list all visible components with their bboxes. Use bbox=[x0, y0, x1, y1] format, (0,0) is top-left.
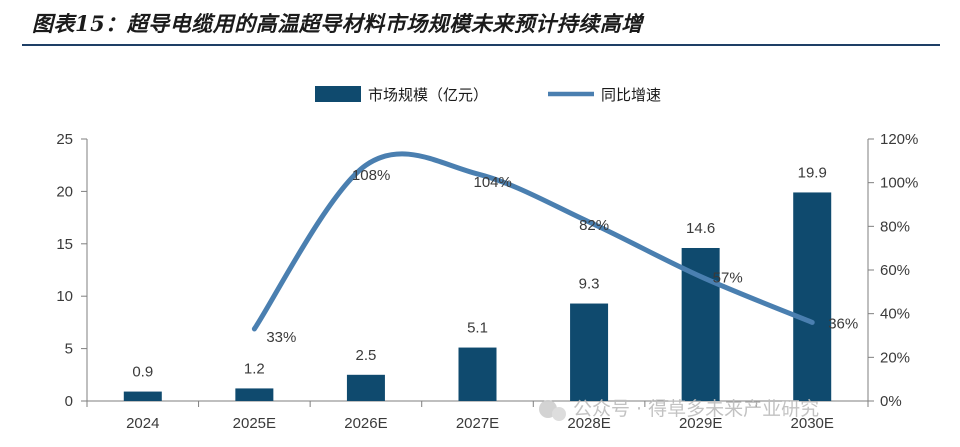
watermark-text: 公众号 · 得草多未来产业研究 bbox=[573, 398, 819, 420]
y-left-tick-label: 0 bbox=[65, 393, 73, 410]
line-value-label: 57% bbox=[713, 270, 743, 287]
y-right-tick-label: 0% bbox=[880, 393, 902, 410]
y-left-tick-label: 15 bbox=[56, 236, 73, 253]
bar bbox=[570, 303, 609, 401]
growth-line bbox=[251, 151, 815, 332]
legend-bar-label: 市场规模（亿元） bbox=[368, 86, 488, 104]
y-left-tick-label: 20 bbox=[56, 183, 73, 200]
wechat-icon-bubble bbox=[552, 407, 566, 421]
y-axis-right-ticks: 0% 20% 40% 60% 80% 100% 120% bbox=[868, 131, 918, 410]
line-value-label: 104% bbox=[474, 174, 512, 191]
bar bbox=[123, 391, 162, 401]
x-tick-label: 2024 bbox=[126, 415, 159, 432]
bar-value-label: 5.1 bbox=[467, 320, 488, 337]
y-left-tick-label: 10 bbox=[56, 288, 73, 305]
x-tick-label: 2026E bbox=[344, 415, 387, 432]
bar-value-label: 14.6 bbox=[686, 220, 715, 237]
x-tick-label: 2025E bbox=[233, 415, 276, 432]
watermark: 公众号 · 得草多未来产业研究 bbox=[539, 398, 819, 421]
bar bbox=[793, 192, 832, 401]
line-data-labels: 33% 108% 104% 82% 57% 36% bbox=[266, 167, 858, 346]
y-right-tick-label: 60% bbox=[880, 262, 910, 279]
bar-value-label: 2.5 bbox=[355, 347, 376, 364]
line-value-label: 33% bbox=[266, 329, 296, 346]
y-right-tick-label: 120% bbox=[880, 131, 918, 148]
bar bbox=[681, 247, 720, 401]
bar-value-label: 1.2 bbox=[244, 360, 265, 377]
line-value-label: 36% bbox=[828, 315, 858, 332]
bar-value-label: 0.9 bbox=[132, 364, 153, 381]
y-right-tick-label: 100% bbox=[880, 175, 918, 192]
bar bbox=[235, 388, 274, 401]
y-left-tick-label: 25 bbox=[56, 131, 73, 148]
bar-data-labels: 0.9 1.2 2.5 5.1 9.3 14.6 19.9 bbox=[132, 164, 826, 380]
y-right-tick-label: 40% bbox=[880, 306, 910, 323]
x-axis-ticks: 2024 2025E 2026E 2027E 2028E 2029E 2030E bbox=[86, 401, 869, 432]
line-value-label: 82% bbox=[579, 217, 609, 234]
bar-value-label: 9.3 bbox=[579, 276, 600, 293]
line-value-label: 108% bbox=[352, 167, 390, 184]
legend-bar-swatch bbox=[315, 86, 361, 102]
chart-title: 图表15：超导电缆用的高温超导材料市场规模未来预计持续高增 bbox=[32, 11, 643, 36]
y-right-tick-label: 80% bbox=[880, 218, 910, 235]
x-tick-label: 2029E bbox=[679, 415, 722, 432]
legend: 市场规模（亿元） 同比增速 bbox=[315, 86, 661, 104]
x-tick-label: 2027E bbox=[456, 415, 499, 432]
bar bbox=[458, 347, 497, 401]
bar-series bbox=[123, 192, 832, 401]
y-axis-left-ticks: 0 5 10 15 20 25 bbox=[56, 131, 87, 410]
x-tick-label: 2028E bbox=[567, 415, 610, 432]
legend-line-label: 同比增速 bbox=[601, 86, 661, 104]
x-tick-label: 2030E bbox=[791, 415, 834, 432]
y-left-tick-label: 5 bbox=[65, 341, 73, 358]
title-underline bbox=[22, 44, 940, 46]
line-series bbox=[251, 151, 815, 332]
y-right-tick-label: 20% bbox=[880, 349, 910, 366]
bar bbox=[346, 374, 385, 401]
bar-value-label: 19.9 bbox=[798, 164, 827, 181]
